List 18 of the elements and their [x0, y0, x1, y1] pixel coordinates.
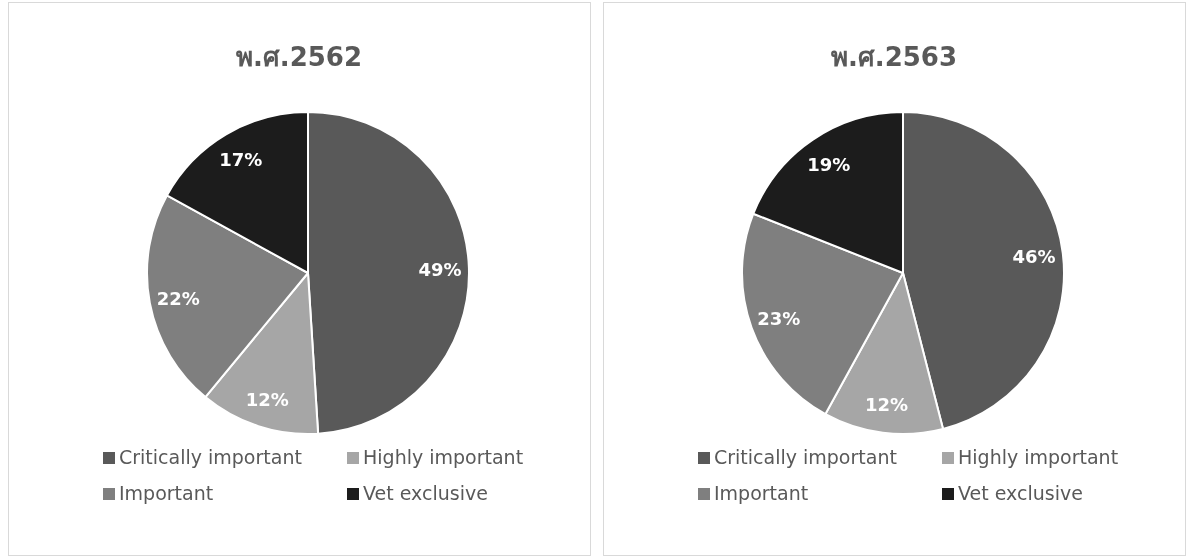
data-label: 23%: [757, 307, 801, 329]
data-label: 12%: [245, 388, 289, 410]
legend-label: Highly important: [958, 446, 1119, 468]
legend-label: Highly important: [363, 446, 524, 468]
data-label: 12%: [864, 393, 908, 415]
legend-label: Important: [119, 482, 214, 504]
data-label: 17%: [219, 149, 263, 171]
legend-label: Critically important: [714, 446, 897, 468]
chart-title: พ.ศ.2562: [235, 42, 363, 72]
data-label: 19%: [807, 153, 851, 175]
legend-label: Important: [714, 482, 809, 504]
legend-label: Vet exclusive: [363, 482, 488, 504]
legend-label: Critically important: [119, 446, 302, 468]
data-label: 46%: [1012, 246, 1056, 268]
chart-title: พ.ศ.2563: [830, 42, 958, 72]
legend-label: Vet exclusive: [958, 482, 1083, 504]
data-label: 22%: [156, 287, 200, 309]
data-label: 49%: [418, 258, 462, 280]
